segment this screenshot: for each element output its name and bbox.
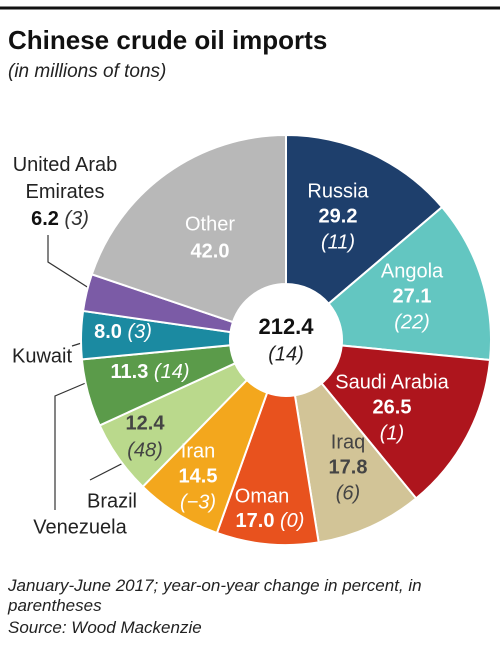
category-label: United Arab Emirates	[12, 154, 118, 203]
category-label: Angola	[381, 260, 444, 282]
center-hole	[230, 284, 342, 396]
change-label: (48)	[127, 439, 163, 461]
category-label: Russia	[307, 180, 369, 202]
change-label: (1)	[380, 422, 404, 444]
source: Source: Wood Mackenzie	[8, 618, 202, 637]
value-label: 6.2 (3)	[31, 208, 89, 230]
value-label: 17.0 (0)	[236, 510, 305, 532]
category-label: Other	[185, 213, 235, 235]
change-label: (6)	[336, 482, 360, 504]
value-label: 12.4	[126, 412, 166, 434]
change: (3)	[64, 208, 88, 230]
value: 6.2	[31, 208, 59, 230]
total-label: 212.4	[258, 314, 314, 339]
value-label: 27.1	[393, 285, 432, 307]
change: (3)	[127, 321, 151, 343]
category-label: Iraq	[331, 431, 365, 453]
leader-line	[47, 235, 93, 291]
value-label: 29.2	[319, 205, 358, 227]
category-label: Iran	[181, 440, 215, 462]
total-change-label: (14)	[268, 343, 304, 365]
value: 17.0	[236, 510, 275, 532]
value-label: 8.0 (3)	[94, 321, 152, 343]
leader-line	[54, 381, 89, 510]
value-label: 42.0	[191, 240, 230, 262]
value-label: 17.8	[329, 456, 368, 478]
change-label: (−3)	[180, 491, 216, 513]
value-label: 26.5	[373, 396, 412, 418]
value-label: 11.3 (14)	[111, 361, 190, 383]
chart-title: Chinese crude oil imports	[8, 25, 327, 55]
category-label: Brazil	[87, 490, 137, 512]
value: 8.0	[94, 321, 122, 343]
value-label: 14.5	[179, 465, 218, 487]
category-label: Venezuela	[33, 516, 127, 538]
change: (14)	[154, 361, 190, 383]
category-label: Kuwait	[12, 345, 72, 367]
category-label: Saudi Arabia	[335, 371, 449, 393]
chart-subtitle: (in millions of tons)	[8, 61, 166, 82]
change: (0)	[280, 510, 304, 532]
category-label: Oman	[235, 485, 289, 507]
change-label: (11)	[321, 231, 355, 253]
note: January-June 2017; year-on-year change i…	[8, 576, 422, 615]
change-label: (22)	[394, 311, 430, 333]
value: 11.3	[111, 361, 149, 383]
